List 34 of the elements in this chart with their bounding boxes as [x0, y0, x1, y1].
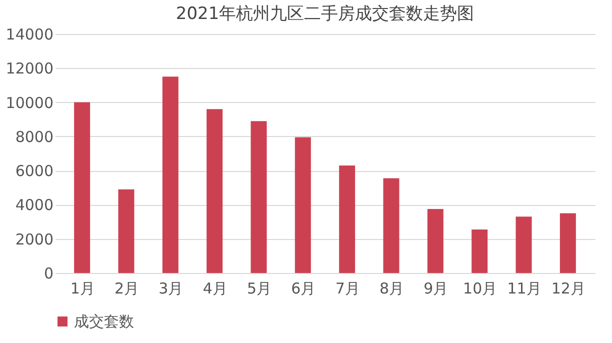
x-tick-label: 11月 — [507, 280, 542, 298]
y-tick-label: 10000 — [6, 94, 54, 112]
x-tick-label: 5月 — [246, 280, 272, 298]
y-tick-label: 2000 — [15, 230, 54, 248]
chart-title: 2021年杭州九区二手房成交套数走势图 — [176, 4, 474, 24]
x-tick-label: 9月 — [424, 280, 448, 298]
x-tick-label: 4月 — [202, 280, 228, 298]
bar — [118, 189, 134, 273]
y-tick-label: 12000 — [6, 60, 54, 78]
y-tick-label: 8000 — [15, 128, 54, 146]
bar — [162, 76, 178, 273]
bar — [294, 137, 311, 273]
bar — [427, 208, 444, 273]
x-tick-label: 3月 — [158, 280, 184, 298]
x-tick-label: 7月 — [335, 280, 360, 298]
y-tick-label: 14000 — [6, 26, 54, 44]
y-tick-label: 4000 — [15, 196, 54, 214]
bar — [250, 121, 267, 273]
legend-label: 成交套数 — [74, 312, 134, 330]
x-tick-label: 1月 — [70, 280, 95, 298]
bar — [516, 216, 532, 273]
x-tick-label: 8月 — [379, 280, 404, 298]
y-tick-label: 0 — [44, 264, 54, 282]
x-tick-label: 12月 — [551, 280, 586, 298]
bar — [560, 213, 576, 273]
bar — [74, 102, 90, 273]
x-tick-label: 6月 — [291, 280, 316, 298]
bar — [472, 229, 488, 273]
bar — [206, 109, 223, 273]
x-tick-label: 10月 — [463, 280, 498, 298]
y-tick-label: 6000 — [15, 162, 54, 180]
x-tick-label: 2月 — [114, 280, 140, 298]
bar — [339, 165, 356, 273]
bar — [383, 178, 400, 273]
